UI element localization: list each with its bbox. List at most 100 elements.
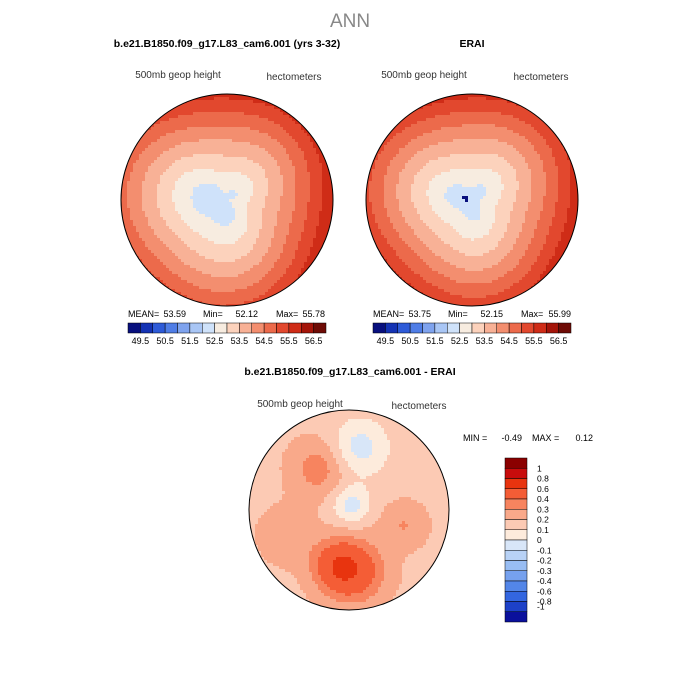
field-cell bbox=[172, 256, 176, 260]
field-cell bbox=[325, 193, 329, 197]
field-cell bbox=[187, 112, 191, 116]
field-cell bbox=[471, 97, 475, 101]
field-cell bbox=[462, 124, 466, 128]
field-cell bbox=[244, 106, 248, 110]
field-cell bbox=[217, 268, 221, 272]
field-cell bbox=[223, 271, 227, 275]
field-cell bbox=[196, 115, 200, 119]
field-cell bbox=[259, 103, 263, 107]
field-cell bbox=[468, 115, 472, 119]
field-cell bbox=[504, 124, 508, 128]
field-cell bbox=[268, 217, 272, 221]
field-cell bbox=[241, 118, 245, 122]
field-cell bbox=[250, 265, 254, 269]
field-cell bbox=[211, 241, 215, 245]
field-cell bbox=[253, 106, 257, 110]
field-cell bbox=[307, 253, 311, 257]
field-cell bbox=[196, 139, 200, 143]
field-cell bbox=[229, 292, 233, 296]
field-cell bbox=[444, 127, 448, 131]
field-cell bbox=[214, 262, 218, 266]
field-cell bbox=[172, 283, 176, 287]
field-cell bbox=[181, 199, 185, 203]
field-cell bbox=[241, 226, 245, 230]
field-cell bbox=[384, 142, 388, 146]
field-cell bbox=[289, 271, 293, 275]
field-cell bbox=[229, 97, 233, 101]
field-cell bbox=[199, 265, 203, 269]
field-cell bbox=[160, 247, 164, 251]
field-cell bbox=[271, 151, 275, 155]
field-cell bbox=[235, 271, 239, 275]
field-cell bbox=[136, 253, 140, 257]
field-cell bbox=[504, 127, 508, 131]
field-cell bbox=[310, 184, 314, 188]
field-cell bbox=[172, 214, 176, 218]
field-cell bbox=[217, 265, 221, 269]
field-cell bbox=[157, 268, 161, 272]
field-cell bbox=[217, 139, 221, 143]
field-cell bbox=[268, 166, 272, 170]
field-cell bbox=[262, 295, 266, 299]
field-cell bbox=[316, 244, 320, 248]
field-cell bbox=[202, 151, 206, 155]
colorbar-box bbox=[189, 322, 203, 334]
field-cell bbox=[136, 184, 140, 188]
field-cell bbox=[492, 100, 496, 104]
field-cell bbox=[232, 109, 236, 113]
field-cell bbox=[205, 274, 209, 278]
field-cell bbox=[187, 235, 191, 239]
field-cell bbox=[280, 208, 284, 212]
field-cell bbox=[528, 139, 532, 143]
field-cell bbox=[256, 157, 260, 161]
field-cell bbox=[238, 292, 242, 296]
field-cell bbox=[124, 169, 128, 173]
field-cell bbox=[546, 136, 550, 140]
field-cell bbox=[253, 259, 257, 263]
field-cell bbox=[423, 118, 427, 122]
field-cell bbox=[435, 115, 439, 119]
field-cell bbox=[214, 115, 218, 119]
field-cell bbox=[262, 151, 266, 155]
field-cell bbox=[411, 127, 415, 131]
field-cell bbox=[295, 157, 299, 161]
field-cell bbox=[130, 157, 134, 161]
field-cell bbox=[181, 274, 185, 278]
field-cell bbox=[157, 142, 161, 146]
field-cell bbox=[205, 115, 209, 119]
field-cell bbox=[268, 235, 272, 239]
field-cell bbox=[286, 181, 290, 185]
field-cell bbox=[462, 130, 466, 134]
field-cell bbox=[423, 139, 427, 143]
field-cell bbox=[247, 106, 251, 110]
field-cell bbox=[163, 202, 167, 206]
field-cell bbox=[217, 172, 221, 176]
field-cell bbox=[154, 226, 158, 230]
field-cell bbox=[271, 211, 275, 215]
field-cell bbox=[235, 172, 239, 176]
field-cell bbox=[235, 295, 239, 299]
field-cell bbox=[208, 208, 212, 212]
field-cell bbox=[157, 214, 161, 218]
field-cell bbox=[286, 253, 290, 257]
field-cell bbox=[504, 109, 508, 113]
field-cell bbox=[187, 262, 191, 266]
field-cell bbox=[268, 274, 272, 278]
field-cell bbox=[133, 199, 137, 203]
field-cell bbox=[274, 145, 278, 149]
field-cell bbox=[247, 259, 251, 263]
field-cell bbox=[184, 259, 188, 263]
field-cell bbox=[238, 253, 242, 257]
field-cell bbox=[235, 235, 239, 239]
field-cell bbox=[226, 100, 230, 104]
field-cell bbox=[510, 109, 514, 113]
field-cell bbox=[259, 190, 263, 194]
field-cell bbox=[172, 277, 176, 281]
field-cell bbox=[232, 217, 236, 221]
field-cell bbox=[516, 130, 520, 134]
field-cell bbox=[289, 127, 293, 131]
field-cell bbox=[172, 202, 176, 206]
field-cell bbox=[121, 196, 125, 200]
field-cell bbox=[295, 265, 299, 269]
field-cell bbox=[163, 181, 167, 185]
